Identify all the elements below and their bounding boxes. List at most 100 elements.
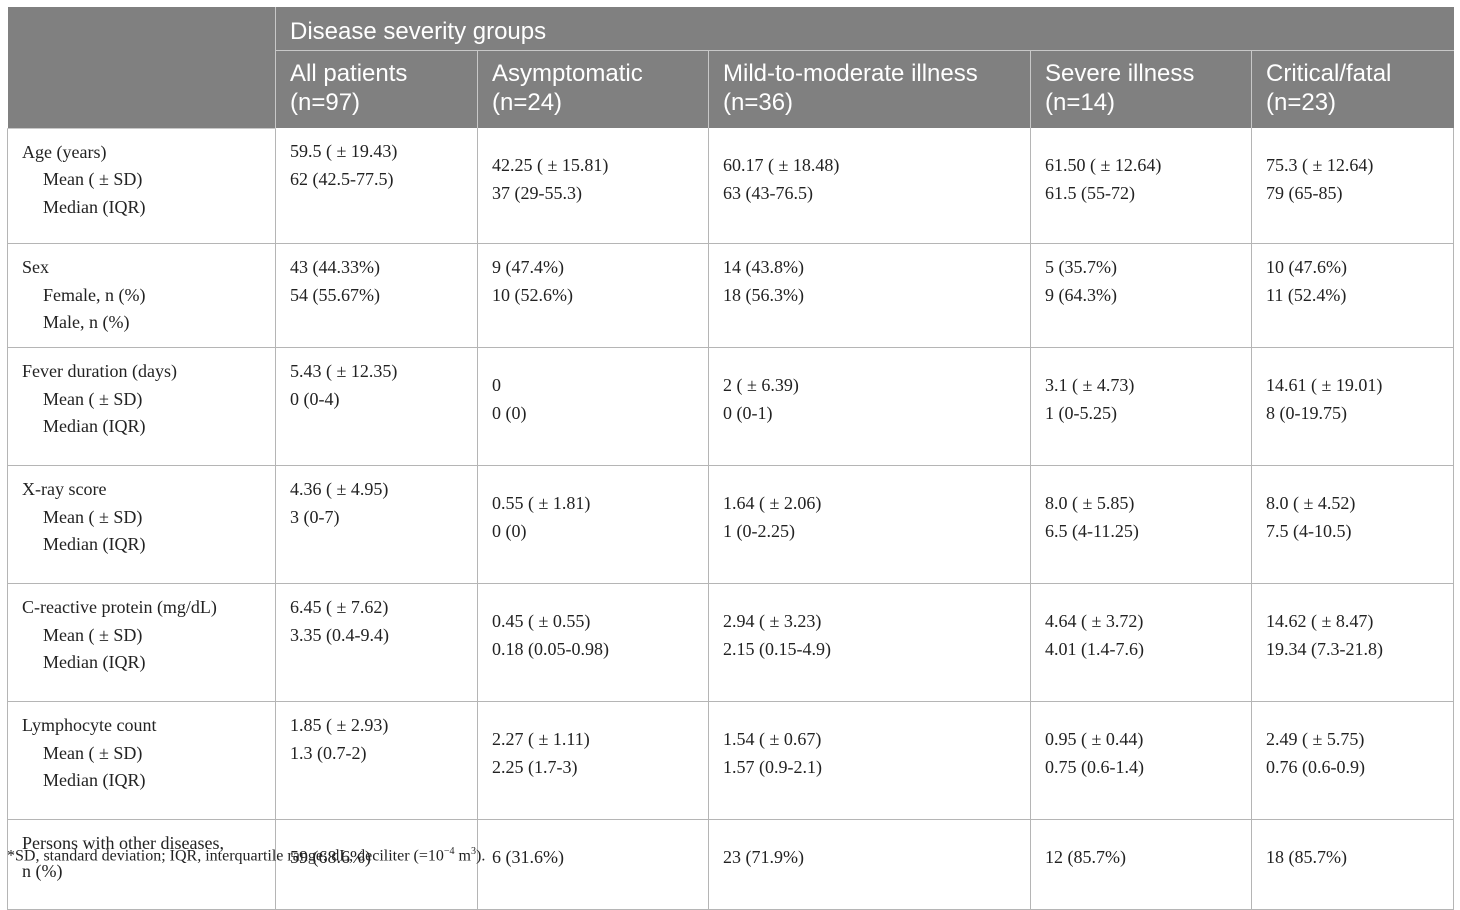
row-label-cell: Sex Female, n (%) Male, n (%): [7, 243, 276, 348]
table-cell: 1.54 ( ± 0.67) 1.57 (0.9-2.1): [708, 701, 1031, 820]
cell-mean: 14.61 ( ± 19.01): [1266, 375, 1383, 395]
column-header-count: (n=24): [492, 89, 563, 116]
table-cell: 2.27 ( ± 1.11) 2.25 (1.7-3): [477, 701, 709, 820]
table-cell: 4.36 ( ± 4.95) 3 (0-7): [275, 465, 478, 584]
table-footnote: *SD, standard deviation; IQR, interquart…: [7, 846, 485, 865]
table-cell: 1.85 ( ± 2.93) 1.3 (0.7-2): [275, 701, 478, 820]
cell-female: 10 (47.6%): [1266, 257, 1347, 277]
column-header-all-patients: All patients (n=97): [275, 50, 478, 128]
cell-male: 10 (52.6%): [492, 284, 573, 305]
data-table: Disease severity groups All patients (n=9…: [7, 7, 1455, 910]
table-row-xray-score: X-ray score Mean ( ± SD) Median (IQR) 4.…: [7, 465, 1455, 584]
cell-median: 61.5 (55-72): [1045, 182, 1135, 203]
row-sublabel: Median (IQR): [43, 196, 146, 217]
table-row-c-reactive-protein: C-reactive protein (mg/dL) Mean ( ± SD) …: [7, 583, 1455, 702]
table-cell: 43 (44.33%) 54 (55.67%): [275, 243, 478, 348]
cell-median: 0.75 (0.6-1.4): [1045, 756, 1144, 777]
cell-male: 18 (56.3%): [723, 284, 804, 305]
cell-mean: 0.45 ( ± 0.55): [492, 611, 591, 631]
row-sublabel: Median (IQR): [43, 652, 146, 672]
row-sublabel: Female, n (%): [43, 284, 146, 305]
column-header-critical-fatal: Critical/fatal (n=23): [1250, 50, 1454, 128]
table-cell: 18 (85.7%): [1250, 819, 1455, 910]
cell-median: 63 (43-76.5): [723, 182, 813, 203]
cell-median: 0 (0-1): [723, 402, 773, 423]
cell-median: 0.76 (0.6-0.9): [1266, 756, 1365, 777]
cell-mean: 0.55 ( ± 1.81): [492, 493, 591, 513]
table-body: Age (years) Mean ( ± SD) Median (IQR) 59…: [7, 128, 1455, 910]
cell-value: 23 (71.9%): [723, 847, 804, 867]
cell-value: 12 (85.7%): [1045, 847, 1126, 867]
row-sublabel: Mean ( ± SD): [43, 742, 143, 763]
table-cell: 5 (35.7%) 9 (64.3%): [1030, 243, 1252, 348]
table-cell: 0.55 ( ± 1.81) 0 (0): [477, 465, 709, 584]
cell-female: 5 (35.7%): [1045, 257, 1117, 277]
cell-mean: 0: [492, 375, 501, 395]
cell-value: 59 (68.6%): [290, 847, 371, 867]
cell-median: 0 (0): [492, 402, 527, 423]
column-group-header: Disease severity groups: [274, 7, 1454, 51]
row-label-cell: Fever duration (days) Mean ( ± SD) Media…: [7, 347, 276, 466]
cell-median: 3.35 (0.4-9.4): [290, 624, 389, 645]
table-cell: 42.25 ( ± 15.81) 37 (29-55.3): [477, 128, 709, 244]
cell-mean: 4.64 ( ± 3.72): [1045, 611, 1144, 631]
column-header-title: Asymptomatic: [492, 60, 643, 87]
table-cell: 14 (43.8%) 18 (56.3%): [708, 243, 1031, 348]
cell-mean: 75.3 ( ± 12.64): [1266, 155, 1374, 175]
table-cell: 2 ( ± 6.39) 0 (0-1): [708, 347, 1031, 466]
row-label: Persons with other diseases,: [22, 833, 224, 853]
table-cell: 75.3 ( ± 12.64) 79 (65-85): [1250, 128, 1455, 244]
cell-mean: 2.94 ( ± 3.23): [723, 611, 822, 631]
column-header-count: (n=36): [723, 89, 794, 116]
column-header-count: (n=14): [1045, 89, 1116, 116]
column-header-count: (n=97): [290, 89, 361, 116]
cell-median: 6.5 (4-11.25): [1045, 520, 1139, 541]
cell-male: 11 (52.4%): [1266, 284, 1347, 305]
column-header-title: All patients: [290, 60, 408, 87]
table-cell: 23 (71.9%): [708, 819, 1031, 910]
cell-mean: 4.36 ( ± 4.95): [290, 479, 389, 499]
table-cell: 9 (47.4%) 10 (52.6%): [477, 243, 709, 348]
row-sublabel: Mean ( ± SD): [43, 169, 143, 189]
row-label-cell: C-reactive protein (mg/dL) Mean ( ± SD) …: [7, 583, 276, 702]
cell-median: 4.01 (1.4-7.6): [1045, 638, 1144, 659]
column-header-title: Severe illness: [1045, 60, 1195, 87]
row-sublabel: Median (IQR): [43, 770, 146, 790]
column-header-asymptomatic: Asymptomatic (n=24): [477, 50, 709, 128]
cell-median: 79 (65-85): [1266, 182, 1343, 203]
cell-median: 2.25 (1.7-3): [492, 756, 578, 777]
cell-median: 1 (0-2.25): [723, 520, 795, 541]
row-label: Age (years): [22, 141, 107, 162]
table-cell: 2.94 ( ± 3.23) 2.15 (0.15-4.9): [708, 583, 1031, 702]
table-cell: 8.0 ( ± 5.85) 6.5 (4-11.25): [1030, 465, 1252, 584]
table-cell: 14.62 ( ± 8.47) 19.34 (7.3-21.8): [1250, 583, 1455, 702]
cell-mean: 2 ( ± 6.39): [723, 375, 799, 395]
table-cell: 6 (31.6%): [477, 819, 709, 910]
cell-male: 9 (64.3%): [1045, 284, 1117, 305]
cell-mean: 8.0 ( ± 5.85): [1045, 493, 1135, 513]
row-sublabel: Male, n (%): [43, 312, 130, 332]
footnote-text: *SD, standard deviation; IQR, interquart…: [7, 847, 444, 865]
cell-mean: 2.27 ( ± 1.11): [492, 729, 590, 749]
cell-mean: 59.5 ( ± 19.43): [290, 141, 398, 161]
table-cell: 10 (47.6%) 11 (52.4%): [1250, 243, 1455, 348]
row-label: Lymphocyte count: [22, 715, 157, 735]
row-sublabel: Median (IQR): [43, 534, 146, 554]
cell-median: 1.57 (0.9-2.1): [723, 756, 822, 777]
cell-mean: 42.25 ( ± 15.81): [492, 155, 609, 175]
cell-mean: 0.95 ( ± 0.44): [1045, 729, 1144, 749]
cell-median: 8 (0-19.75): [1266, 402, 1347, 423]
cell-mean: 6.45 ( ± 7.62): [290, 597, 389, 617]
table-cell: 0.95 ( ± 0.44) 0.75 (0.6-1.4): [1030, 701, 1252, 820]
cell-value: 6 (31.6%): [492, 847, 564, 867]
cell-mean: 1.54 ( ± 0.67): [723, 729, 822, 749]
table-cell: 2.49 ( ± 5.75) 0.76 (0.6-0.9): [1250, 701, 1455, 820]
cell-mean: 14.62 ( ± 8.47): [1266, 611, 1374, 631]
cell-female: 9 (47.4%): [492, 257, 564, 277]
table-cell: 12 (85.7%): [1030, 819, 1252, 910]
table-cell: 14.61 ( ± 19.01) 8 (0-19.75): [1250, 347, 1455, 466]
cell-mean: 1.85 ( ± 2.93): [290, 715, 389, 735]
cell-median: 3 (0-7): [290, 506, 340, 527]
row-sublabel: Mean ( ± SD): [43, 388, 143, 409]
table-cell: 0.45 ( ± 0.55) 0.18 (0.05-0.98): [477, 583, 709, 702]
